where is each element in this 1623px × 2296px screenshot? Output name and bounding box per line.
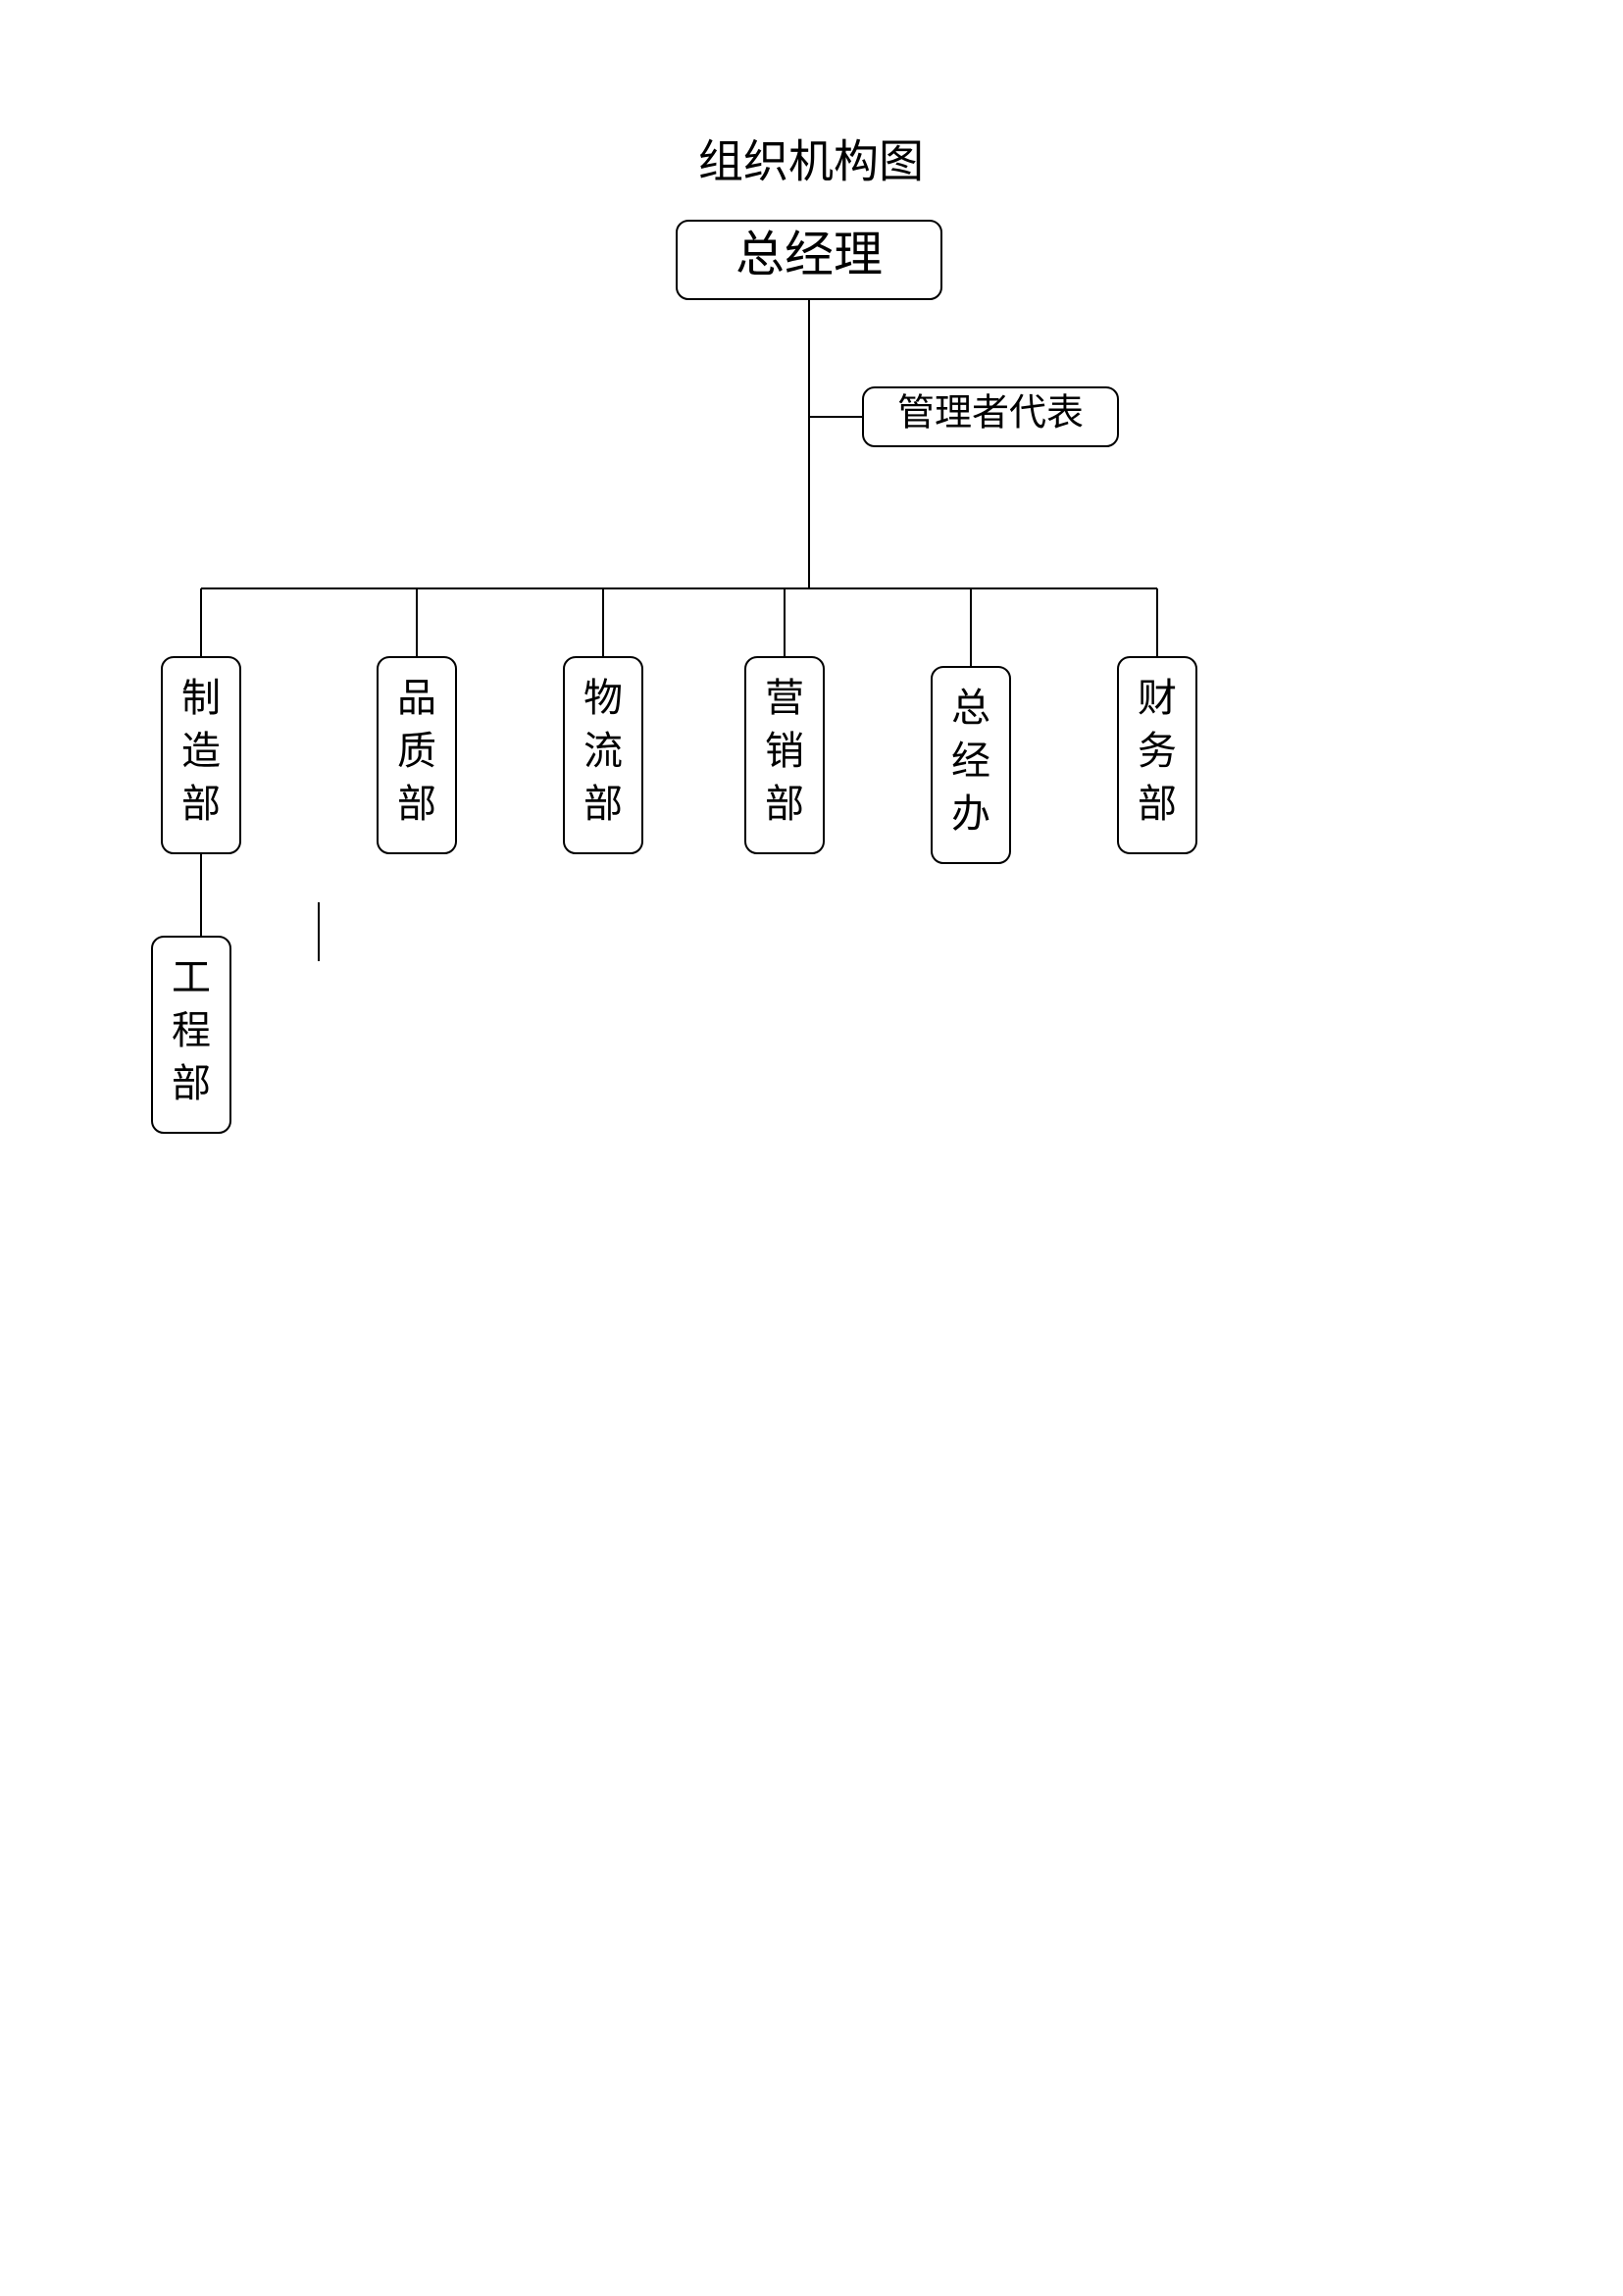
node-label-logistics: 物流部: [583, 676, 623, 826]
diagram-title: 组织机构图: [698, 137, 924, 187]
node-finance: 财务部: [1118, 657, 1196, 853]
node-label-mfg: 制造部: [181, 676, 221, 826]
node-rep: 管理者代表: [863, 387, 1118, 446]
node-label-rep: 管理者代表: [897, 393, 1084, 434]
node-eng: 工程部: [152, 937, 230, 1133]
org-chart-diagram: 组织机构图总经理管理者代表制造部 品质部 物流部 营销部 总经办 财务部工程部: [0, 0, 1623, 2296]
node-gm: 总经理: [677, 221, 941, 299]
node-label-qa: 品质部: [397, 676, 436, 826]
node-logistics: 物流部: [564, 657, 642, 853]
node-label-eng: 工程部: [172, 955, 211, 1105]
node-label-gm: 总经理: [735, 227, 883, 281]
node-label-gmo: 总经办: [951, 686, 990, 836]
node-gmo: 总经办: [932, 667, 1010, 863]
node-qa: 品质部: [378, 657, 456, 853]
node-mfg: 制造部: [162, 657, 240, 853]
node-label-finance: 财务部: [1138, 676, 1177, 826]
node-sales: 营销部: [745, 657, 824, 853]
node-label-sales: 营销部: [765, 676, 804, 826]
